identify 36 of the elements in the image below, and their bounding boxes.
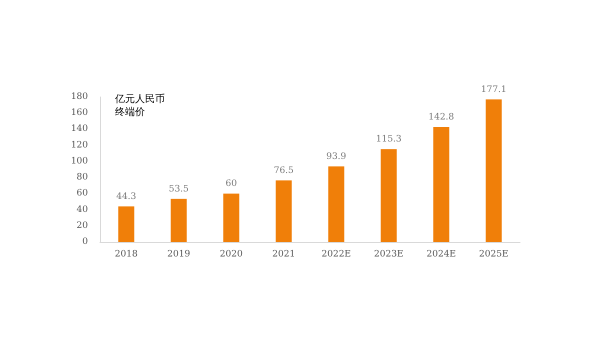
data-label: 53.5	[168, 184, 190, 194]
y-tick-label: 100	[70, 156, 88, 166]
bar	[433, 126, 450, 242]
x-tick-label: 2024E	[426, 250, 456, 260]
bar	[276, 180, 292, 242]
data-label: 177.1	[480, 84, 507, 95]
data-label: 115.3	[376, 134, 402, 145]
x-tick-label: 2022E	[322, 250, 351, 260]
y-tick-label: 160	[70, 108, 88, 118]
x-tick-label: 2020	[220, 250, 243, 260]
y-tick-label: 20	[76, 220, 88, 231]
x-tick-label: 2018	[114, 250, 138, 260]
y-tick-label: 80	[76, 172, 88, 183]
annotation: 终端价	[115, 106, 145, 118]
x-tick-label: 2019	[167, 250, 190, 260]
y-tick-label: 40	[76, 204, 88, 215]
data-label: 93.9	[326, 152, 347, 162]
x-tick-label: 2021	[272, 250, 296, 260]
bar	[328, 166, 344, 242]
y-tick-label: 120	[70, 140, 88, 150]
x-tick-label: 2023E	[374, 250, 404, 260]
y-tick-label: 0	[82, 237, 88, 247]
bar	[223, 194, 240, 242]
y-tick-label: 180	[70, 92, 88, 102]
bar	[170, 198, 187, 242]
bar	[118, 206, 134, 242]
bar	[380, 149, 397, 242]
y-tick-label: 140	[70, 124, 88, 134]
data-label: 44.3	[116, 192, 137, 202]
y-axis-title: 亿元人民币	[114, 93, 165, 105]
data-label: 76.5	[274, 166, 294, 176]
bar	[486, 99, 502, 242]
data-label: 60	[226, 179, 238, 190]
x-tick-label: 2025E	[479, 250, 508, 260]
data-label: 142.8	[428, 112, 454, 122]
y-tick-label: 60	[76, 188, 88, 199]
